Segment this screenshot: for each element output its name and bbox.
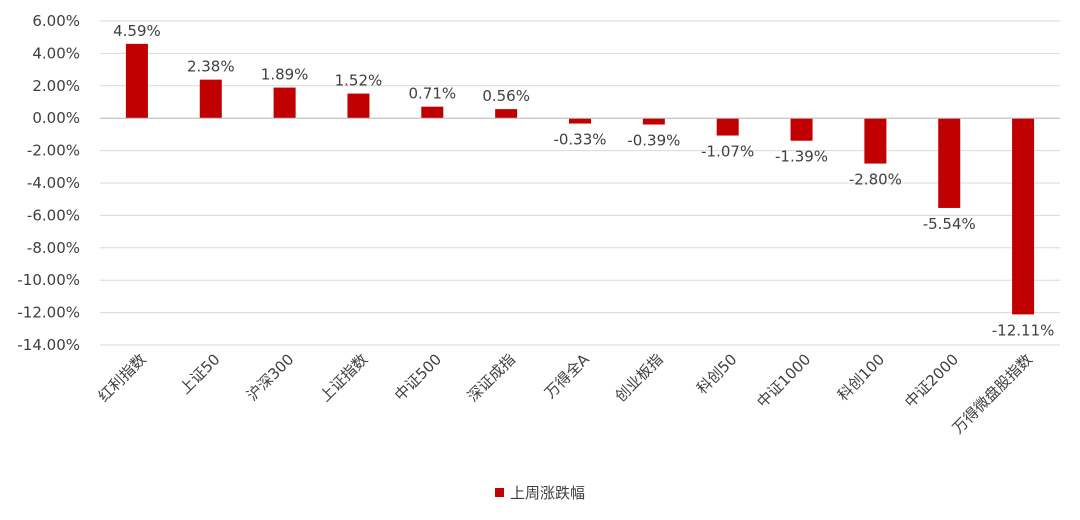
category-label: 沪深300 xyxy=(243,350,297,404)
category-label: 中证1000 xyxy=(753,350,814,411)
category-label: 创业板指 xyxy=(612,350,667,405)
y-tick-label: -8.00% xyxy=(27,239,80,257)
bar xyxy=(1012,118,1035,315)
bar xyxy=(790,118,813,141)
bars xyxy=(125,43,1035,315)
bar xyxy=(273,87,296,119)
bar xyxy=(716,118,739,136)
bar xyxy=(569,118,591,124)
y-tick-label: 6.00% xyxy=(32,12,80,30)
y-tick-label: -4.00% xyxy=(27,174,80,192)
data-label: 4.59% xyxy=(113,22,161,40)
data-label: 0.56% xyxy=(482,87,530,105)
legend-label: 上周涨跌幅 xyxy=(509,484,585,502)
category-label: 红利指数 xyxy=(95,350,150,405)
category-label: 中证500 xyxy=(391,350,445,404)
bar xyxy=(642,118,665,125)
category-label: 万得微盘股指数 xyxy=(949,350,1036,437)
category-label: 上证50 xyxy=(176,350,223,397)
data-label: -5.54% xyxy=(923,215,976,233)
category-labels: 红利指数 上证50 沪深300 上证指数 中证500 深证成指 万得全A 创业板指 科创50 中证… xyxy=(95,350,1036,438)
data-label: -0.33% xyxy=(553,131,606,149)
y-axis-ticks: 6.00% 4.00% 2.00% 0.00% -2.00% -4.00% -6.00% -8… xyxy=(17,12,80,354)
category-label: 中证2000 xyxy=(901,350,962,411)
legend: 上周涨跌幅 xyxy=(0,482,1080,503)
y-tick-label: -10.00% xyxy=(17,271,80,289)
y-tick-label: -14.00% xyxy=(17,336,80,354)
bar xyxy=(125,43,148,119)
category-label: 万得全A xyxy=(541,350,593,402)
bar xyxy=(495,109,518,119)
data-label: 0.71% xyxy=(408,85,456,103)
category-label: 科创50 xyxy=(693,350,740,397)
data-label: 2.38% xyxy=(187,58,235,76)
bar xyxy=(938,118,961,208)
data-label: 1.89% xyxy=(261,66,309,84)
data-label: -2.80% xyxy=(849,171,902,189)
data-labels: 4.59% 2.38% 1.89% 1.52% 0.71% 0.56% -0.33% -0.3… xyxy=(113,22,1054,340)
data-label: -0.39% xyxy=(627,132,680,150)
data-label: -1.39% xyxy=(775,148,828,166)
y-tick-label: -12.00% xyxy=(17,304,80,322)
category-label: 深证成指 xyxy=(464,350,519,405)
y-tick-label: 4.00% xyxy=(32,44,80,62)
bar xyxy=(199,79,222,119)
category-label: 科创100 xyxy=(834,350,888,404)
category-label: 上证指数 xyxy=(316,350,371,405)
bar-chart: 6.00% 4.00% 2.00% 0.00% -2.00% -4.00% -6.00% -8… xyxy=(17,12,1060,438)
y-tick-label: 0.00% xyxy=(32,109,80,127)
data-label: 1.52% xyxy=(335,72,383,90)
y-tick-label: 2.00% xyxy=(32,77,80,95)
bar xyxy=(864,118,887,164)
gridlines xyxy=(100,20,1060,346)
data-label: -1.07% xyxy=(701,143,754,161)
data-label: -12.11% xyxy=(992,321,1055,339)
bar xyxy=(421,106,444,119)
legend-swatch xyxy=(494,488,504,497)
bar xyxy=(347,93,370,119)
y-tick-label: -2.00% xyxy=(27,142,80,160)
y-tick-label: -6.00% xyxy=(27,206,80,224)
